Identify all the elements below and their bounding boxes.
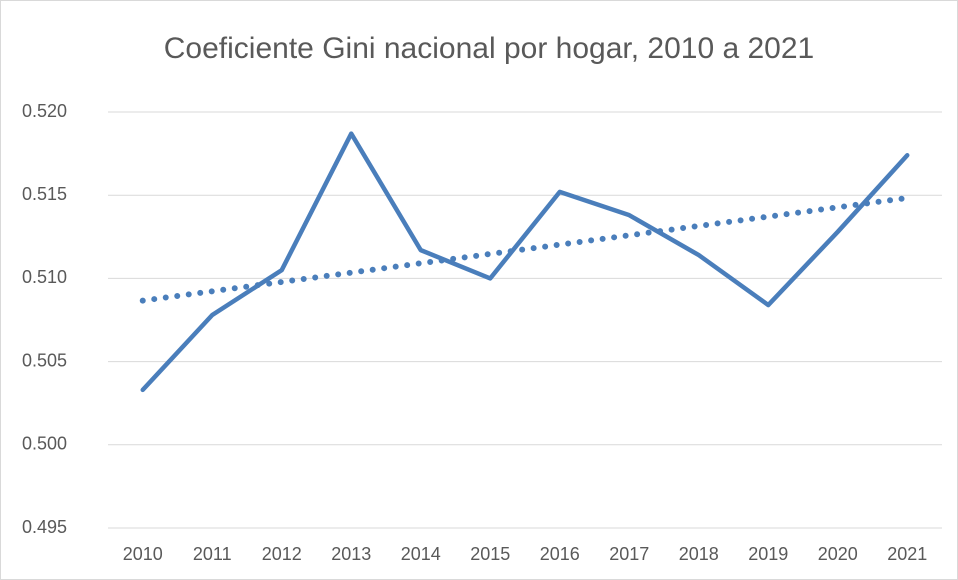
x-tick-label: 2017	[609, 544, 649, 564]
y-tick-label: 0.495	[22, 517, 67, 537]
x-tick-label: 2015	[470, 544, 510, 564]
trendline	[139, 194, 911, 304]
x-tick-label: 2011	[193, 544, 232, 564]
y-tick-label: 0.510	[22, 267, 67, 287]
x-tick-label: 2013	[331, 544, 371, 564]
x-tick-label: 2014	[401, 544, 441, 564]
y-tick-label: 0.515	[22, 184, 67, 204]
y-tick-label: 0.520	[22, 101, 67, 121]
x-tick-label: 2021	[887, 544, 927, 564]
data-line	[140, 131, 910, 393]
y-tick-label: 0.505	[22, 350, 67, 370]
chart-title: Coeficiente Gini nacional por hogar, 201…	[164, 32, 814, 65]
x-tick-label: 2018	[679, 544, 719, 564]
x-tick-label: 2019	[748, 544, 788, 564]
x-tick-label: 2012	[262, 544, 302, 564]
x-tick-label: 2010	[123, 544, 163, 564]
x-tick-label: 2020	[818, 544, 858, 564]
y-tick-label: 0.500	[22, 434, 67, 454]
x-tick-label: 2016	[540, 544, 580, 564]
